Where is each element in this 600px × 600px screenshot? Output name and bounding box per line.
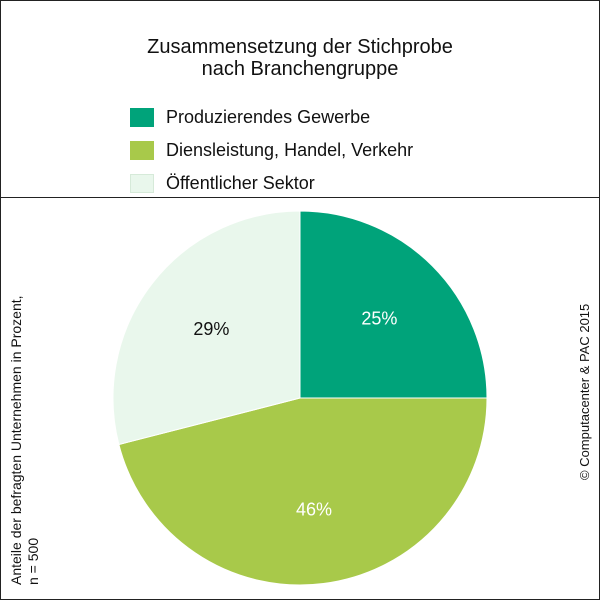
pie-label-dienstleistung: 46% [296,499,332,519]
legend-item-oeffentlicher-sektor: Öffentlicher Sektor [130,170,413,196]
pie-label-produzierendes-gewerbe: 25% [361,309,397,329]
side-note-left-line-2: n = 500 [25,537,41,585]
chart-title: Zusammensetzung der Stichprobe nach Bran… [0,36,600,80]
chart-title-line-2: nach Branchengruppe [201,58,399,80]
pie-slice-oeffentlicher-sektor [112,210,301,446]
side-note-left-line-1: Anteile der befragten Unternehmen in Pro… [8,295,24,585]
legend-swatch-oeffentlicher-sektor [130,173,154,193]
chart-title-line-1: Zusammensetzung der Stichprobe [147,36,453,58]
legend-swatch-dienstleistung [130,140,154,160]
legend-item-produzierendes-gewerbe: Produzierendes Gewerbe [130,104,413,130]
pie-slice-produzierendes-gewerbe [299,210,488,399]
chart-header: Zusammensetzung der Stichprobe nach Bran… [0,0,600,198]
legend-label-produzierendes-gewerbe: Produzierendes Gewerbe [166,106,371,127]
chart-area: 25% 46% 29% [0,198,600,600]
legend: Produzierendes Gewerbe Diensleistung, Ha… [130,104,413,203]
copyright-note: © Computacenter & PAC 2015 [577,303,592,480]
legend-item-dienstleistung: Diensleistung, Handel, Verkehr [130,137,413,163]
legend-swatch-produzierendes-gewerbe [130,107,154,127]
pie-chart: 25% 46% 29% [112,210,488,586]
legend-label-dienstleistung: Diensleistung, Handel, Verkehr [166,139,414,160]
pie-label-oeffentlicher-sektor: 29% [193,319,229,339]
pie-slice-dienstleistung [118,397,488,586]
legend-label-oeffentlicher-sektor: Öffentlicher Sektor [166,172,315,193]
side-note-left: Anteile der befragten Unternehmen in Pro… [8,295,42,585]
